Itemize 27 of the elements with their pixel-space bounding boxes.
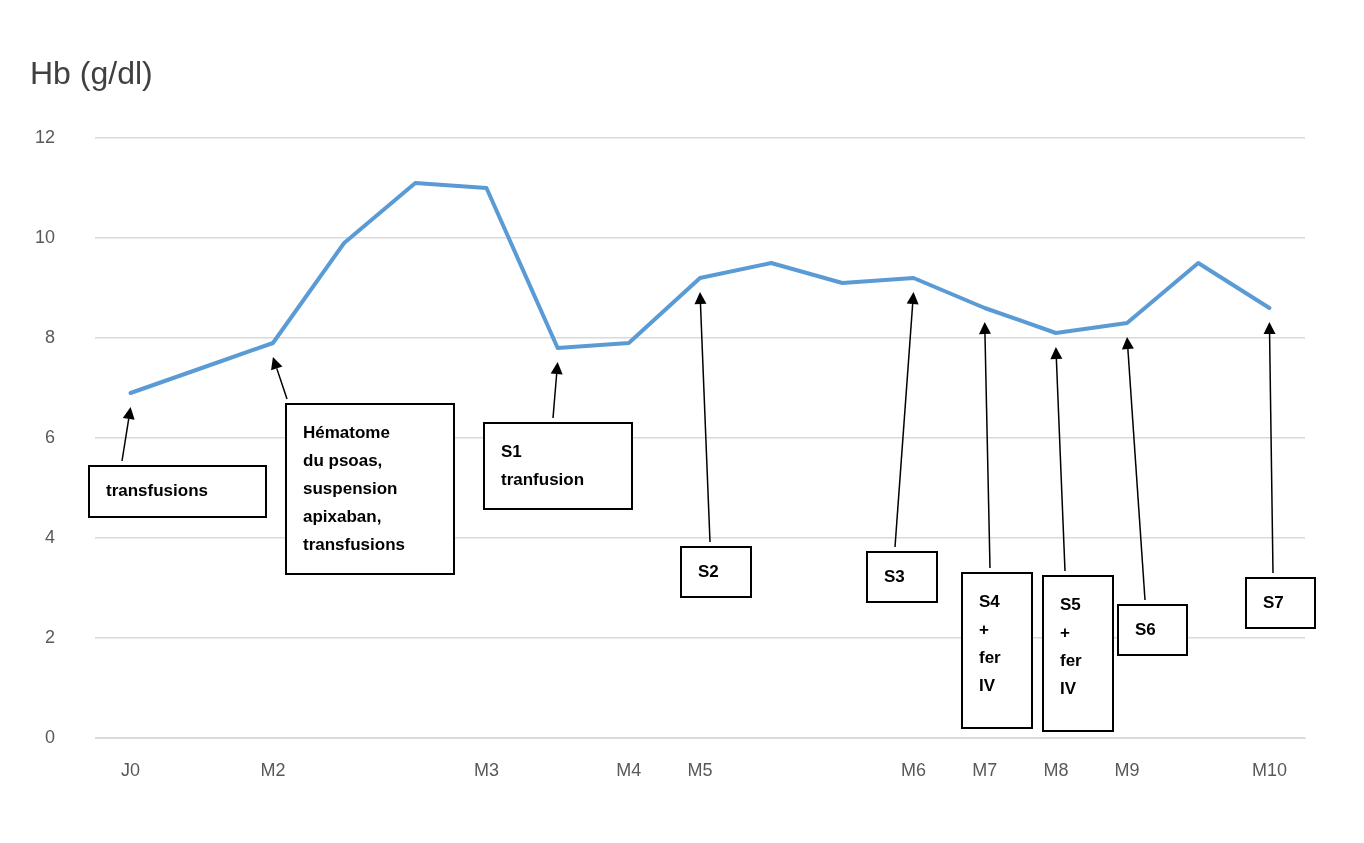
x-tick-label: M5 bbox=[687, 759, 713, 780]
y-tick-label: 4 bbox=[44, 526, 55, 547]
x-tick-label: M4 bbox=[616, 759, 642, 780]
note-box: S2 bbox=[680, 546, 752, 598]
note-box: S7 bbox=[1245, 577, 1316, 629]
x-tick-label: M9 bbox=[1114, 759, 1140, 780]
note-box: S4 + fer IV bbox=[961, 572, 1033, 729]
x-tick-label: M6 bbox=[901, 759, 927, 780]
y-tick-label: 0 bbox=[44, 726, 55, 747]
x-tick-label: M3 bbox=[473, 759, 499, 780]
note-box: S6 bbox=[1117, 604, 1188, 656]
y-tick-label: 12 bbox=[34, 126, 55, 147]
x-tick-label: J0 bbox=[121, 759, 141, 780]
y-axis-title: Hb (g/dl) bbox=[30, 55, 153, 92]
x-tick-label: M2 bbox=[260, 759, 286, 780]
note-box: transfusions bbox=[88, 465, 267, 518]
y-tick-label: 2 bbox=[44, 626, 55, 647]
note-box: S5 + fer IV bbox=[1042, 575, 1114, 732]
x-tick-label: M7 bbox=[972, 759, 998, 780]
y-tick-label: 8 bbox=[44, 326, 55, 347]
y-tick-label: 10 bbox=[34, 226, 55, 247]
y-tick-label: 6 bbox=[44, 426, 55, 447]
note-box: S3 bbox=[866, 551, 938, 603]
x-tick-label: M10 bbox=[1251, 759, 1287, 780]
note-box: Hématome du psoas, suspension apixaban, transfusions bbox=[285, 403, 455, 575]
note-box: S1 tranfusion bbox=[483, 422, 633, 510]
x-tick-label: M8 bbox=[1043, 759, 1069, 780]
